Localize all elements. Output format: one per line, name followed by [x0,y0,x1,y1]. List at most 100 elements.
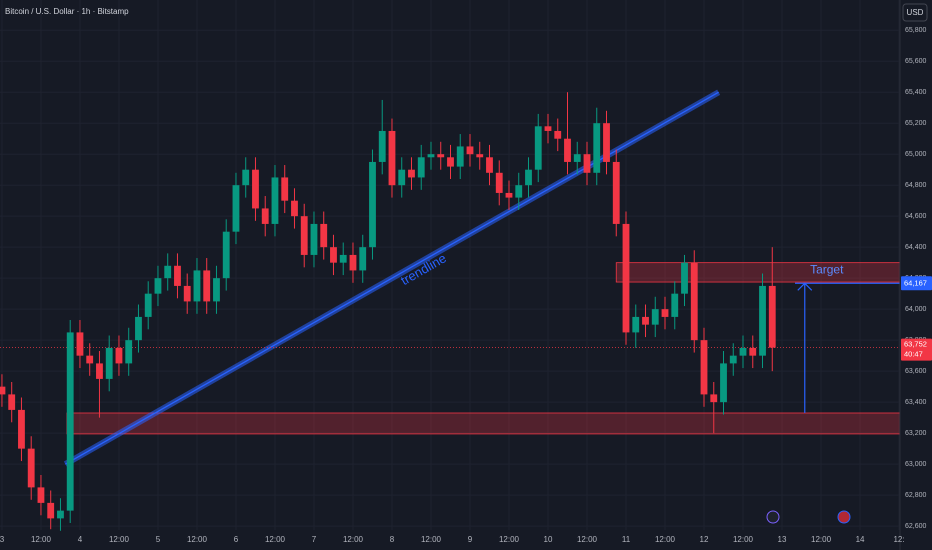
candle-body [759,285,766,356]
x-tick-label: 13 [778,535,787,544]
x-tick-label: 7 [312,535,317,544]
candle-body [456,146,464,167]
y-tick-label: 65,200 [905,120,927,127]
currency-button[interactable] [902,3,928,22]
candle-body [76,332,84,356]
candle-body [330,247,337,263]
y-tick-label: 65,000 [905,151,927,158]
candle-body [222,231,230,279]
candle-body [310,223,318,255]
y-tick-label: 62,800 [905,492,927,499]
y-tick-label: 63,200 [905,430,927,437]
plot: trendline Target [0,89,901,531]
event-icon [766,510,780,524]
candle-body [583,154,591,173]
y-tick-label: 64,000 [905,306,927,313]
candle-body [271,177,279,224]
y-tick-label: 64,400 [905,244,927,251]
y-tick-label: 63,600 [905,368,927,375]
candle-body [242,169,250,186]
candle-body [291,200,298,217]
x-tick-label: 12:00 [499,535,520,544]
candle-body [466,146,474,155]
candle-body [515,185,523,198]
y-tick-label: 64,600 [905,213,927,220]
candle-body [18,409,25,449]
x-tick-label: 14 [856,535,865,544]
x-tick-label: 12:00 [811,535,832,544]
candle-body [349,254,357,271]
x-tick-label: 12:00 [577,535,598,544]
candle-body [525,169,532,186]
candle-body [486,157,493,173]
target-price-box [901,276,932,291]
candle-body [300,216,308,255]
zone [66,412,901,435]
candle-body [671,293,679,317]
candle-body [359,247,367,271]
candle-body [447,157,454,167]
candle-body [476,154,484,158]
x-tick-label: 12 [700,535,709,544]
candle-body [573,154,581,162]
target-arrowhead [797,282,813,291]
candle-body [720,363,727,403]
candle-body [495,172,503,193]
candle-body [593,123,601,173]
zone [615,262,901,283]
candle-body [739,347,747,356]
candle-body [661,309,669,317]
x-tick-label: 12:00 [187,535,208,544]
candle-body [261,208,269,224]
x-tick-label: 12:00 [109,535,130,544]
x-tick-label: 12:00 [343,535,364,544]
candle-body [174,265,181,286]
x-tick-label: 6 [234,535,239,544]
event-icons [766,510,851,524]
candle-body [437,154,445,158]
candle-body [193,270,201,302]
candle-body [66,332,74,511]
candle-body [651,309,659,325]
candle-body [281,177,289,201]
candle-body [690,262,698,341]
candle-body [8,394,16,410]
candle-body [213,278,220,302]
y-tick-label: 64,800 [905,182,927,189]
event-icon [837,510,851,524]
candle-body [729,355,737,364]
y-tick-label: 65,400 [905,89,927,96]
candle-body [232,185,240,232]
currency-label[interactable]: USD [907,8,924,17]
candle-body [339,254,347,263]
candle-body [105,347,113,379]
candle-body [37,487,45,503]
candle-body [534,126,542,170]
candle-body [710,394,718,403]
x-tick-label: 9 [468,535,473,544]
candle-body [86,355,94,364]
current-price-label: 63,752 [904,340,927,349]
candle-body [417,157,425,178]
candle-body [427,154,435,158]
x-tick-label: 12: [893,535,904,544]
candle-body [252,169,259,209]
candle-body [320,223,328,248]
candle-body [135,316,142,341]
candle-body [57,510,64,519]
candle-body [408,169,415,178]
axes: 62,60062,80063,00063,20063,40063,60063,8… [0,27,932,544]
x-tick-label: 4 [78,535,83,544]
candle-body [154,278,162,294]
y-tick-label: 65,800 [905,27,927,34]
candle-body [564,138,571,162]
candle-body [115,347,123,364]
candle-body [203,270,211,302]
candle-body [612,161,620,224]
candle-body [378,130,386,162]
candle-body [183,285,191,302]
candle-body [749,347,757,356]
candle-body [96,363,103,379]
